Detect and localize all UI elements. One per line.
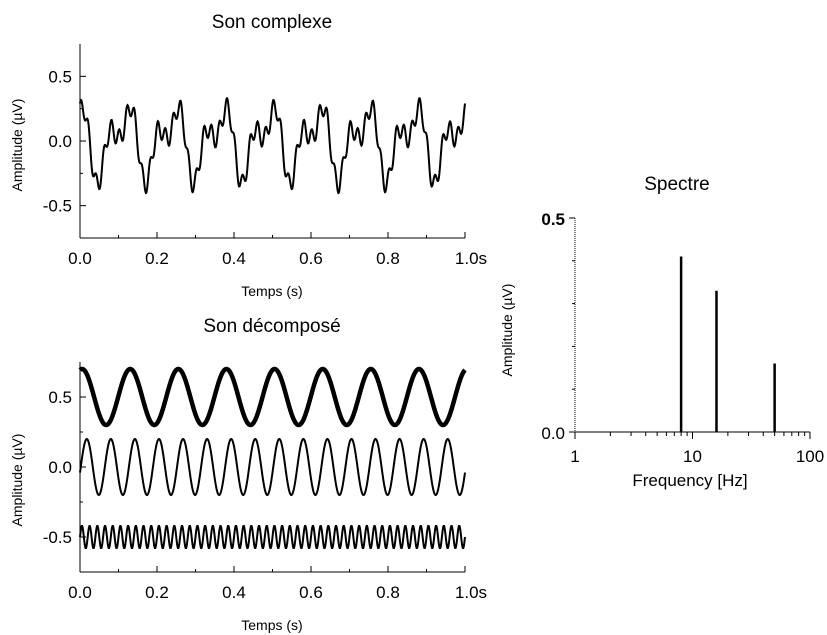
- x-tick-label: 1.0s: [455, 249, 487, 268]
- complex-sound-xlabel: Temps (s): [241, 283, 302, 299]
- x-tick-label: 0.2: [145, 249, 169, 268]
- y-tick-label: 0.0: [48, 458, 72, 477]
- x-tick-label: 0.4: [222, 249, 246, 268]
- y-tick-label: 0.0: [48, 132, 72, 151]
- x-tick-label: 10: [683, 447, 702, 466]
- spectrum-chart: Spectre Amplitude (µV) Frequency [Hz] 1 1…: [499, 174, 824, 490]
- y-tick-label: -0.5: [43, 528, 72, 547]
- spectrum-xlabel: Frequency [Hz]: [632, 471, 747, 490]
- decomposed-sound-xlabel: Temps (s): [241, 617, 302, 633]
- complex-sound-ylabel: Amplitude (µV): [9, 99, 25, 192]
- x-tick-label: 0.0: [68, 249, 92, 268]
- x-tick-label: 1.0s: [455, 583, 487, 602]
- decomposed-sound-ylabel: Amplitude (µV): [9, 434, 25, 527]
- decomposed-sound-title: Son décomposé: [203, 316, 340, 337]
- y-tick-label: 0.5: [48, 388, 72, 407]
- decomposed-series-line-50hz: [79, 524, 466, 550]
- x-tick-label: 0.2: [145, 583, 169, 602]
- x-tick-label: 0.4: [222, 583, 246, 602]
- x-tick-label: 0.8: [376, 583, 400, 602]
- y-tick-label: 0.0: [541, 424, 565, 443]
- complex-sound-chart: Son complexe Amplitude (µV) Temps (s) 0.…: [9, 12, 487, 299]
- decomposed-series-line-16hz: [79, 437, 466, 497]
- complex-sound-title: Son complexe: [212, 12, 332, 33]
- y-tick-label: -0.5: [43, 197, 72, 216]
- complex-sound-series-line: [79, 97, 466, 195]
- spectrum-ylabel: Amplitude (µV): [499, 284, 515, 377]
- x-tick-label: 0.6: [299, 583, 323, 602]
- y-tick-label: 0.5: [541, 210, 565, 229]
- x-tick-label: 1: [570, 447, 579, 466]
- y-tick-label: 0.5: [48, 67, 72, 86]
- decomposed-sound-chart: Son décomposé Amplitude (µV) Temps (s) 0…: [9, 316, 487, 633]
- decomposed-series-line-8hz: [78, 366, 467, 428]
- x-tick-label: 0.8: [376, 249, 400, 268]
- x-tick-label: 100: [796, 447, 824, 466]
- x-tick-label: 0.0: [68, 583, 92, 602]
- x-tick-label: 0.6: [299, 249, 323, 268]
- spectrum-title: Spectre: [644, 174, 709, 195]
